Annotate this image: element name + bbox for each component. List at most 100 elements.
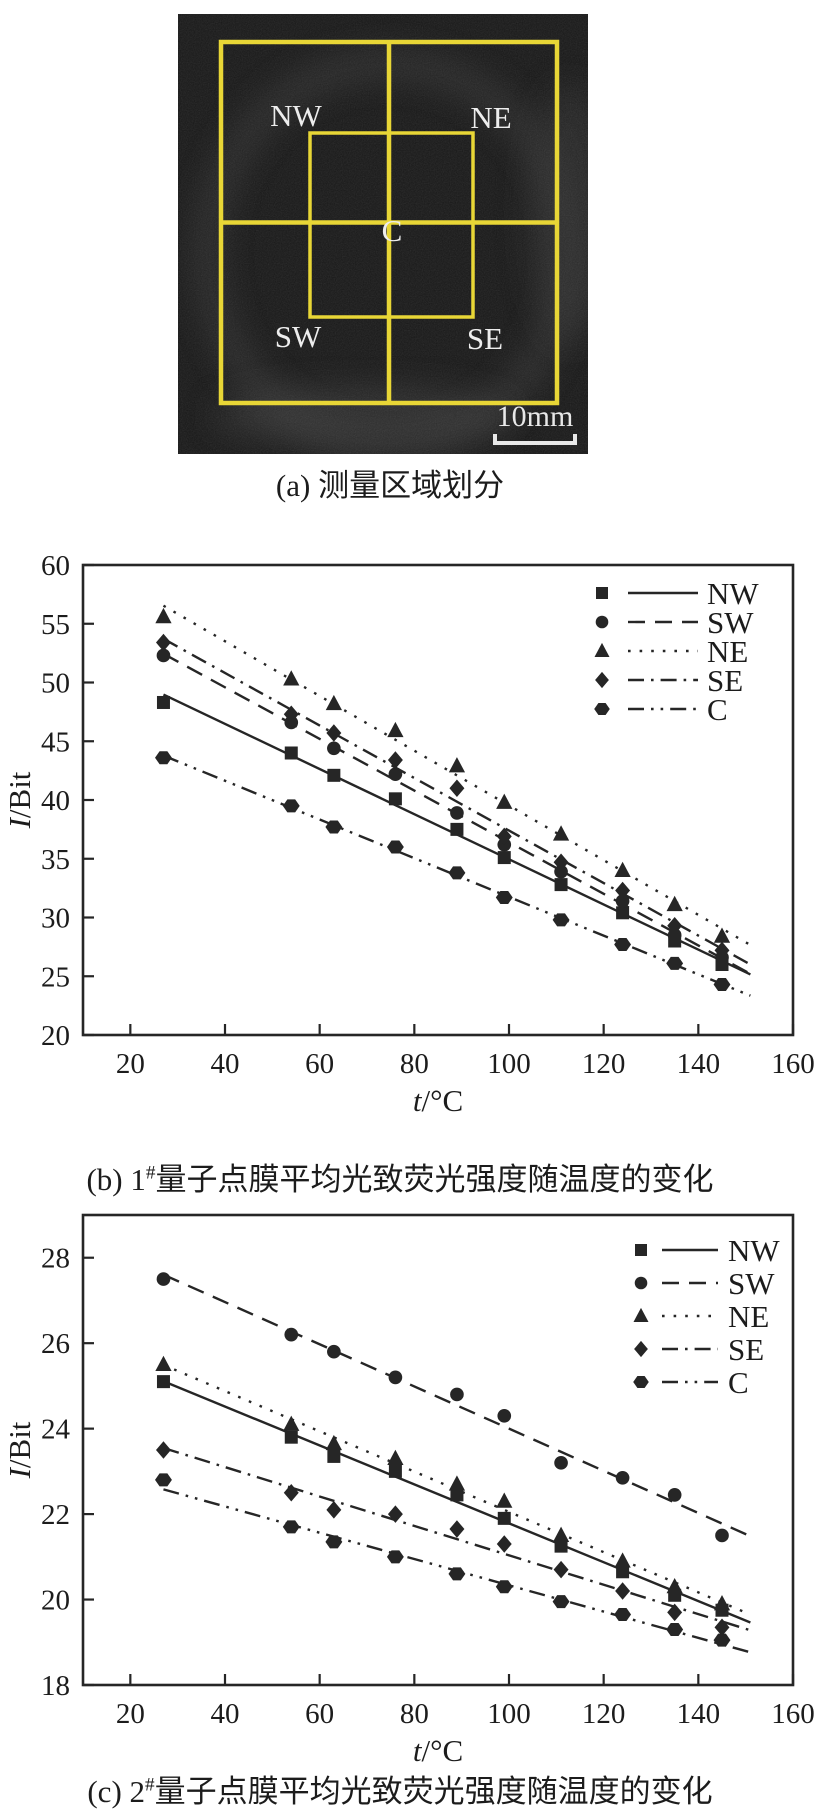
- series-NE: [155, 604, 752, 947]
- panel-c-caption-prefix: (c) 2: [87, 1774, 146, 1809]
- point-SE: [387, 751, 403, 769]
- point-C: [614, 1608, 632, 1621]
- point-SE: [496, 1535, 512, 1553]
- point-SW: [615, 894, 630, 908]
- scale-bar: 10mm: [493, 400, 577, 445]
- point-NE: [448, 757, 466, 773]
- x-tick-label: 120: [582, 1698, 626, 1730]
- scale-bar-bracket: [493, 434, 577, 445]
- point-SE: [449, 779, 465, 798]
- point-C: [282, 799, 300, 813]
- fit-line-NE: [162, 1363, 751, 1616]
- point-NE: [552, 825, 570, 841]
- x-tick-label: 20: [116, 1048, 145, 1080]
- x-tick-label: 100: [487, 1048, 531, 1080]
- point-NE: [155, 607, 172, 624]
- point-C: [666, 1622, 684, 1636]
- point-NW: [327, 1449, 341, 1463]
- series-SE: [155, 1441, 751, 1637]
- x-tick-label: 60: [305, 1048, 334, 1080]
- point-C: [552, 913, 570, 927]
- point-SE: [387, 1505, 403, 1523]
- x-tick-label: 140: [677, 1048, 721, 1080]
- point-SW: [450, 806, 464, 820]
- point-SE: [615, 1582, 631, 1600]
- inner-grid-square: [308, 131, 475, 319]
- point-SE: [667, 916, 683, 935]
- x-axis-title: t/°C: [413, 1083, 463, 1118]
- point-NE: [155, 1355, 172, 1372]
- panel-b-caption-text: 量子点膜平均光致荧光强度随温度的变化: [155, 1162, 714, 1197]
- point-SW: [156, 648, 171, 663]
- y-tick-label: 25: [41, 961, 70, 993]
- point-SE: [714, 1618, 730, 1637]
- point-C: [155, 1473, 172, 1487]
- point-NE: [666, 1577, 683, 1594]
- region-label-SW: SW: [275, 319, 322, 354]
- point-NW: [497, 851, 511, 865]
- point-NW: [388, 1464, 402, 1478]
- x-axis-title: t/°C: [413, 1733, 463, 1768]
- point-NE: [496, 793, 513, 809]
- panel-a-caption-text: (a) 测量区域划分: [275, 468, 505, 503]
- point-SE: [553, 1560, 569, 1579]
- point-SW: [667, 1488, 682, 1502]
- legend-label-SW: SW: [707, 605, 754, 640]
- y-tick-label: 60: [41, 550, 70, 582]
- measurement-grid: [218, 39, 560, 406]
- legend-marker-SW: [634, 1276, 648, 1290]
- point-NE: [552, 1526, 570, 1542]
- region-label-NW: NW: [270, 98, 322, 133]
- point-SE: [496, 827, 512, 846]
- legend-marker-SE: [634, 1340, 648, 1358]
- point-C: [325, 820, 343, 834]
- point-SW: [284, 1327, 299, 1342]
- legend-marker-SW: [595, 615, 609, 629]
- y-tick-label: 20: [41, 1585, 70, 1617]
- point-NW: [497, 1511, 511, 1525]
- x-tick-label: 20: [116, 1698, 145, 1730]
- point-NW: [616, 906, 630, 920]
- legend-entry-NE: NE: [633, 1299, 769, 1334]
- point-C: [282, 1520, 300, 1534]
- x-tick-label: 140: [677, 1698, 721, 1730]
- y-tick-label: 24: [41, 1414, 71, 1446]
- panel-a-photo: NW NE C SW SE 10mm: [178, 14, 588, 454]
- point-SW: [667, 928, 682, 942]
- legend-marker-NW: [596, 587, 608, 599]
- legend-marker-SE: [595, 671, 609, 689]
- point-C: [155, 751, 172, 765]
- y-axis-title: I/Bit: [2, 1421, 37, 1479]
- y-tick-label: 20: [41, 1020, 70, 1052]
- point-NE: [496, 1492, 513, 1508]
- y-tick-label: 50: [41, 668, 70, 700]
- legend-entry-C: C: [633, 1365, 749, 1400]
- point-NW: [156, 695, 170, 709]
- panel-c-caption: (c) 2#量子点膜平均光致荧光强度随温度的变化: [0, 1772, 800, 1812]
- legend-entry-SE: SE: [634, 1332, 764, 1367]
- y-tick-label: 22: [41, 1499, 70, 1531]
- point-NE: [614, 1552, 631, 1568]
- point-NE: [614, 861, 631, 877]
- legend-entry-NW: NW: [596, 576, 759, 611]
- y-tick-label: 40: [41, 785, 70, 817]
- photo-grain: [178, 14, 588, 454]
- legend-marker-NE: [633, 1307, 649, 1322]
- panel-b-caption-sup: #: [145, 1162, 156, 1184]
- point-NE: [448, 1475, 466, 1491]
- fit-line-NE: [162, 604, 752, 947]
- point-NW: [388, 792, 402, 806]
- point-C: [495, 891, 513, 905]
- x-tick-label: 100: [487, 1698, 531, 1730]
- region-label-NE: NE: [470, 100, 511, 135]
- x-tick-label: 80: [400, 1048, 429, 1080]
- point-NW: [616, 1565, 630, 1579]
- legend-marker-C: [633, 1376, 649, 1388]
- point-NE: [325, 1434, 342, 1451]
- x-tick-label: 60: [305, 1698, 334, 1730]
- point-NW: [554, 1539, 568, 1553]
- legend-label-NE: NE: [728, 1299, 769, 1334]
- axes: 20 40 60 80 100 120 140 160 20 25 30 35 40 45 50 55 60: [41, 550, 815, 1080]
- y-tick-label: 45: [41, 726, 70, 758]
